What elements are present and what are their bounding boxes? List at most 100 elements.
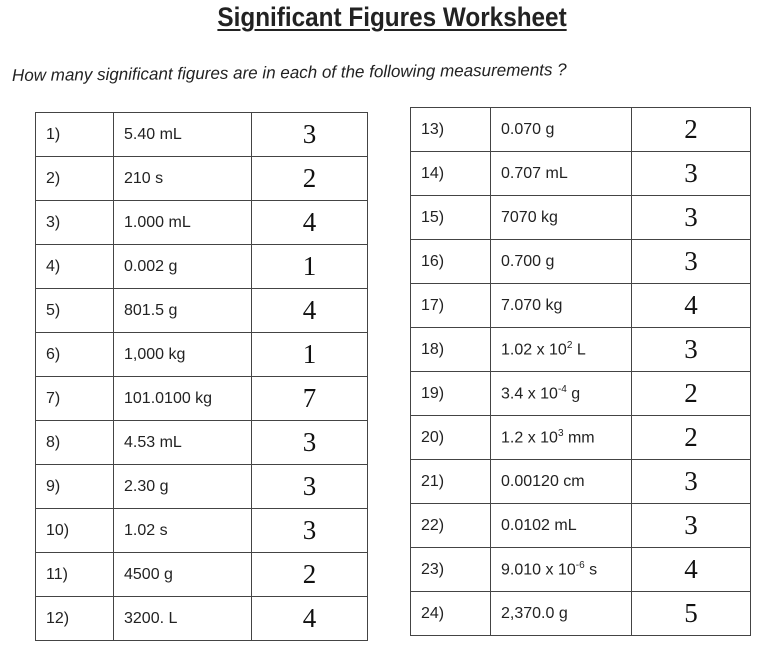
measurement-value: 3200. L (124, 609, 178, 627)
table-row: 20) 1.2 x 103 mm 2 (410, 415, 751, 460)
measurement-cell: 0.00120 cm (490, 459, 632, 504)
item-number: 19) (410, 371, 491, 416)
measurement-cell: 1.000 mL (113, 200, 252, 245)
table-row: 7) 101.0100 kg 7 (35, 376, 368, 421)
measurement-cell: 2,370.0 g (490, 591, 632, 636)
handwritten-answer: 3 (631, 239, 751, 284)
item-number: 1) (35, 112, 114, 157)
unit: g (566, 385, 581, 403)
measurement-value: 0.070 g (501, 120, 555, 138)
item-number: 6) (35, 332, 114, 377)
item-number: 5) (35, 288, 114, 333)
table-row: 16) 0.700 g 3 (410, 239, 751, 284)
worksheet-title: Significant Figures Worksheet (0, 2, 784, 33)
measurement-cell: 1.02 x 102 L (490, 327, 632, 372)
handwritten-answer: 2 (631, 415, 751, 460)
table-row: 11) 4500 g 2 (35, 552, 368, 597)
item-number: 23) (410, 547, 491, 592)
measurement-cell: 0.070 g (490, 107, 632, 152)
table-row: 15) 7070 kg 3 (410, 195, 751, 240)
measurement-value: 7.070 kg (501, 296, 563, 314)
handwritten-answer: 3 (631, 195, 751, 240)
handwritten-answer: 3 (631, 327, 751, 372)
measurement-value: 0.0102 mL (501, 516, 577, 534)
handwritten-answer: 1 (251, 332, 368, 377)
item-number: 10) (35, 508, 114, 553)
measurement-value: 9.010 x 10 (501, 561, 576, 579)
exponent: -6 (575, 559, 585, 571)
unit: s (584, 561, 598, 579)
handwritten-answer: 3 (251, 508, 368, 553)
item-number: 11) (35, 552, 114, 597)
item-number: 17) (410, 283, 491, 328)
item-number: 22) (410, 503, 491, 548)
measurement-value: 0.00120 cm (501, 472, 585, 490)
measurement-cell: 801.5 g (113, 288, 252, 333)
table-row: 10) 1.02 s 3 (35, 508, 368, 553)
handwritten-answer: 4 (631, 283, 751, 328)
measurement-cell: 9.010 x 10-6 s (490, 547, 632, 592)
measurement-value: 1.2 x 10 (501, 429, 558, 447)
item-number: 24) (410, 591, 491, 636)
item-number: 3) (35, 200, 114, 245)
measurement-cell: 7070 kg (490, 195, 632, 240)
table-row: 24) 2,370.0 g 5 (410, 591, 751, 636)
measurement-value: 0.700 g (501, 252, 555, 270)
measurement-cell: 0.707 mL (490, 151, 632, 196)
table-row: 22) 0.0102 mL 3 (410, 503, 751, 548)
right-answer-table: 13) 0.070 g 2 14) 0.707 mL 3 15) 7070 kg 3 16) 0.7… (410, 107, 751, 636)
measurement-cell: 4.53 mL (113, 420, 252, 465)
handwritten-answer: 4 (251, 200, 368, 245)
measurement-cell: 0.002 g (113, 244, 252, 289)
measurement-value: 2.30 g (124, 477, 169, 495)
handwritten-answer: 3 (251, 420, 368, 465)
measurement-value: 4.53 mL (124, 433, 182, 451)
measurement-cell: 101.0100 kg (113, 376, 252, 421)
table-row: 21) 0.00120 cm 3 (410, 459, 751, 504)
measurement-value: 0.002 g (124, 257, 178, 275)
measurement-cell: 1.02 s (113, 508, 252, 553)
measurement-value: 1.02 s (124, 521, 168, 539)
table-row: 1) 5.40 mL 3 (35, 112, 368, 157)
handwritten-answer: 3 (631, 151, 751, 196)
measurement-value: 210 s (124, 169, 164, 187)
measurement-cell: 0.700 g (490, 239, 632, 284)
measurement-value: 7070 kg (501, 208, 558, 226)
item-number: 20) (410, 415, 491, 460)
unit: mm (563, 429, 595, 447)
question-prompt: How many significant figures are in each… (11, 60, 567, 85)
table-row: 8) 4.53 mL 3 (35, 420, 368, 465)
measurement-value: 801.5 g (124, 301, 178, 319)
table-row: 5) 801.5 g 4 (35, 288, 368, 333)
table-row: 4) 0.002 g 1 (35, 244, 368, 289)
handwritten-answer: 3 (631, 503, 751, 548)
item-number: 2) (35, 156, 114, 201)
exponent: -4 (557, 383, 567, 395)
item-number: 8) (35, 420, 114, 465)
measurement-cell: 5.40 mL (113, 112, 252, 157)
measurement-cell: 1,000 kg (113, 332, 252, 377)
table-row: 2) 210 s 2 (35, 156, 368, 201)
handwritten-answer: 7 (251, 376, 368, 421)
measurement-cell: 3200. L (113, 596, 252, 641)
item-number: 7) (35, 376, 114, 421)
item-number: 14) (410, 151, 491, 196)
measurement-cell: 4500 g (113, 552, 252, 597)
table-row: 12) 3200. L 4 (35, 596, 368, 641)
item-number: 15) (410, 195, 491, 240)
table-row: 6) 1,000 kg 1 (35, 332, 368, 377)
handwritten-answer: 2 (251, 156, 368, 201)
exponent: 2 (566, 339, 573, 351)
measurement-value: 2,370.0 g (501, 604, 568, 622)
handwritten-answer: 3 (251, 112, 368, 157)
exponent: 3 (557, 427, 564, 439)
handwritten-answer: 4 (251, 288, 368, 333)
handwritten-answer: 4 (631, 547, 751, 592)
measurement-value: 3.4 x 10 (501, 385, 558, 403)
table-row: 9) 2.30 g 3 (35, 464, 368, 509)
measurement-cell: 2.30 g (113, 464, 252, 509)
